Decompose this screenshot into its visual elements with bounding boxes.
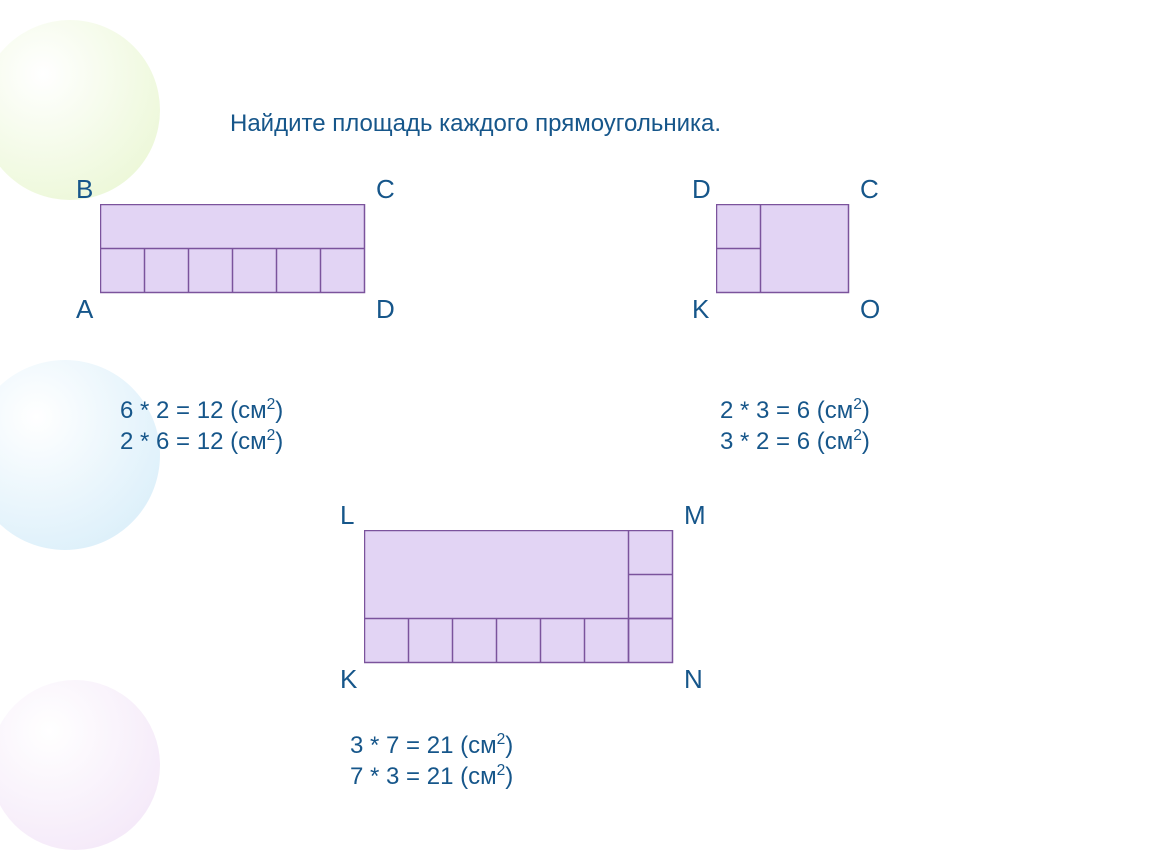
formula-line: 6 * 2 = 12 (см2) (120, 395, 283, 426)
vertex-label: O (860, 294, 880, 325)
vertex-label: L (340, 500, 354, 531)
formula-line: 3 * 2 = 6 (см2) (720, 426, 870, 457)
formula-line: 3 * 7 = 21 (см2) (350, 730, 513, 761)
formula-rect3: 3 * 7 = 21 (см2)7 * 3 = 21 (см2) (350, 730, 513, 792)
vertex-label: K (340, 664, 357, 695)
vertex-label: B (76, 174, 93, 205)
vertex-label: D (692, 174, 711, 205)
vertex-label: C (376, 174, 395, 205)
vertex-label: C (860, 174, 879, 205)
formula-line: 2 * 6 = 12 (см2) (120, 426, 283, 457)
formula-line: 7 * 3 = 21 (см2) (350, 761, 513, 792)
formula-line: 2 * 3 = 6 (см2) (720, 395, 870, 426)
balloon-purple (0, 680, 160, 850)
balloon-green (0, 20, 160, 200)
formula-rect1: 6 * 2 = 12 (см2)2 * 6 = 12 (см2) (120, 395, 283, 457)
vertex-label: A (76, 294, 93, 325)
vertex-label: M (684, 500, 706, 531)
vertex-label: D (376, 294, 395, 325)
vertex-label: N (684, 664, 703, 695)
page-title: Найдите площадь каждого прямоугольника. (230, 110, 721, 138)
formula-rect2: 2 * 3 = 6 (см2)3 * 2 = 6 (см2) (720, 395, 870, 457)
vertex-label: K (692, 294, 709, 325)
